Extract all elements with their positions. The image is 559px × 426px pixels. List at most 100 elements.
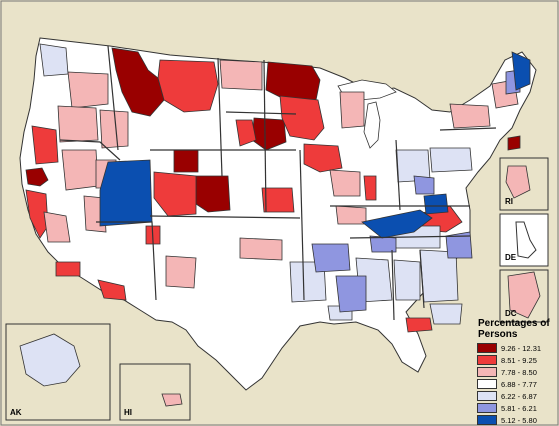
region-kansas-west (261, 187, 295, 213)
legend-label: 5.81 - 6.21 (501, 403, 537, 413)
region-arkansas (311, 243, 351, 273)
legend-item: 5.12 - 5.80 (477, 414, 557, 426)
region-class-5-12-5-80 (99, 51, 531, 239)
boundary-line (149, 215, 301, 219)
region-kentucky-west (335, 205, 367, 225)
region-maine-north (511, 51, 531, 91)
alaska-inset-frame (5, 323, 111, 421)
region-colorado-central (195, 175, 231, 213)
region-california-south (43, 211, 71, 243)
legend-swatch (477, 379, 497, 389)
region-connecticut (507, 135, 521, 151)
region-wisconsin (339, 91, 365, 129)
region-arizona-south (97, 279, 127, 301)
legend-item: 8.51 - 9.25 (477, 354, 557, 366)
region-new-mexico-south (165, 255, 197, 289)
region-idaho (99, 109, 129, 149)
region-minnesota-west (279, 95, 325, 141)
legend-item: 5.81 - 6.21 (477, 402, 557, 414)
boundary-line (96, 221, 157, 301)
region-hawaii (161, 393, 183, 407)
region-washington-east (67, 71, 109, 109)
region-kentucky-east (361, 209, 433, 239)
legend-swatch (477, 403, 497, 413)
region-oregon-east (57, 105, 99, 143)
legend-label: 5.12 - 5.80 (501, 415, 537, 425)
region-alabama (393, 259, 421, 301)
legend-swatch (477, 415, 497, 425)
hawaii-inset-frame (119, 363, 191, 421)
region-north-dakota-west (219, 59, 263, 91)
region-ri-inset (505, 165, 531, 199)
legend-item: 9.26 - 12.31 (477, 342, 557, 354)
region-dc-inset-bg (507, 271, 541, 319)
region-utah (99, 159, 153, 227)
boundary-line (395, 139, 401, 211)
region-oklahoma (239, 237, 283, 261)
region-oregon-west (31, 125, 59, 165)
region-florida-north (429, 303, 463, 325)
ak-inset-label: AK (10, 408, 22, 417)
region-california-coast (25, 189, 49, 239)
region-north-carolina (445, 231, 473, 259)
region-new-york (449, 103, 491, 129)
legend-item: 7.78 - 8.50 (477, 366, 557, 378)
legend-swatch (477, 367, 497, 377)
de-inset-label: DE (505, 253, 517, 262)
legend-label: 6.88 - 7.77 (501, 379, 537, 389)
dc-inset-label: DC (505, 309, 517, 318)
region-class-8-51-9-25 (25, 59, 463, 333)
lake-michigan (363, 101, 381, 149)
region-colorado-east (153, 171, 197, 217)
region-nebraska (235, 119, 257, 147)
region-mississippi-delta (335, 275, 367, 313)
hi-inset-label: HI (124, 408, 132, 417)
boundary-line (391, 249, 395, 321)
region-pennsylvania (429, 147, 473, 173)
state-boundaries (59, 45, 497, 321)
region-west-virginia-east (423, 193, 449, 215)
legend-rows: 9.26 - 12.31 8.51 - 9.25 7.78 - 8.50 6.88 -… (477, 342, 557, 426)
ri-inset-frame (499, 157, 549, 211)
legend-item: 6.22 - 6.87 (477, 390, 557, 402)
region-southern-california (55, 261, 81, 277)
region-west-virginia (413, 175, 435, 195)
boundary-line (419, 249, 425, 309)
region-kentucky-south (369, 235, 397, 253)
boundary-line (349, 235, 471, 239)
legend-swatch (477, 343, 497, 353)
region-delaware-inset (515, 221, 537, 259)
boundary-line (299, 149, 305, 301)
region-florida-panhandle (405, 317, 433, 333)
boundary-line (225, 111, 297, 115)
region-washington-west (39, 43, 69, 77)
region-missouri (329, 169, 361, 197)
region-montana-west (111, 47, 165, 117)
boundary-line (59, 139, 121, 161)
legend-item: 6.88 - 7.77 (477, 378, 557, 390)
region-nevada-north (61, 149, 99, 191)
dc-inset-frame (499, 269, 549, 323)
legend: Percentages of Persons 9.26 - 12.31 8.51 … (477, 318, 557, 425)
region-alaska (19, 333, 81, 387)
region-class-6-22-6-87 (19, 43, 473, 387)
boundary-line (217, 57, 223, 177)
region-wyoming-south (173, 149, 199, 173)
legend-label: 7.78 - 8.50 (501, 367, 537, 377)
boundary-line (439, 127, 497, 131)
legend-label: 8.51 - 9.25 (501, 355, 537, 365)
legend-label: 6.22 - 6.87 (501, 391, 537, 401)
legend-swatch (477, 355, 497, 365)
boundary-line (263, 59, 267, 213)
region-california-north (25, 167, 49, 187)
region-illinois-central (363, 175, 377, 201)
region-montana-central (157, 59, 219, 113)
boundary-line (107, 45, 119, 151)
legend-label: 9.26 - 12.31 (501, 343, 542, 353)
legend-title: Percentages of Persons (478, 318, 550, 340)
ri-inset-label: RI (505, 197, 513, 206)
legend-swatch (477, 391, 497, 401)
